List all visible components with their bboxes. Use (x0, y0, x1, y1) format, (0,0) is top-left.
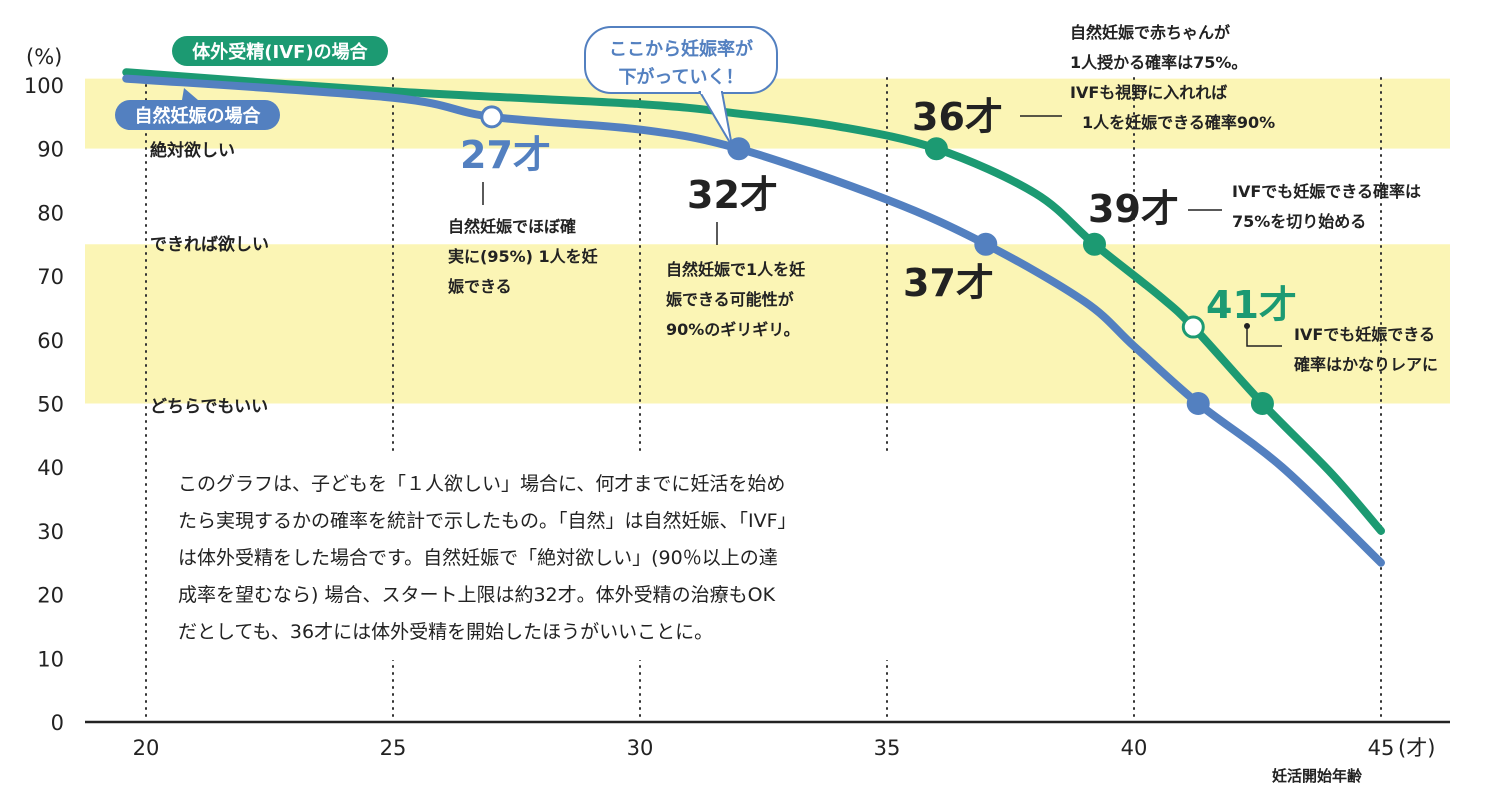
age-label: 32才 (687, 173, 778, 217)
y-tick-label: 0 (51, 711, 64, 735)
data-point-marker (1186, 392, 1210, 415)
description-text: このグラフは、子どもを「１人欲しい」場合に、何才までに妊活を始め (178, 473, 785, 495)
x-unit: (才) (1398, 736, 1435, 760)
y-tick-label: 60 (37, 329, 64, 353)
x-tick-label: 30 (627, 736, 654, 760)
y-tick-label: 10 (37, 647, 64, 671)
annotation-text: 1人を妊娠できる確率90% (1082, 113, 1275, 132)
band-label: 絶対欲しい (150, 140, 235, 161)
annotation-text: IVFでも妊娠できる確率は (1232, 182, 1421, 201)
y-tick-label: 30 (37, 520, 64, 544)
legend-label: 体外受精(IVF)の場合 (192, 41, 368, 63)
y-tick-label: 80 (37, 201, 64, 225)
data-point-marker (727, 137, 751, 161)
x-axis-label: 妊活開始年齢 (1272, 767, 1363, 785)
legend-ivf: 体外受精(IVF)の場合 (172, 36, 388, 66)
description-box (160, 455, 920, 660)
leader-line (1246, 326, 1282, 347)
data-point-marker (1082, 232, 1106, 256)
band-label: できれば欲しい (150, 234, 269, 255)
callout-text: ここから妊娠率が (609, 38, 753, 60)
legend-pointer (182, 88, 198, 100)
description-text: たら実現するかの確率を統計で示したもの。「自然」は自然妊娠、「IVF」 (178, 510, 797, 532)
data-point-marker (974, 232, 998, 256)
legend-label: 自然妊娠の場合 (135, 105, 262, 127)
x-tick-label: 45 (1368, 736, 1395, 760)
legend-pill (172, 36, 388, 66)
x-tick-label: 35 (874, 736, 901, 760)
band-label: どちらでもいい (150, 397, 268, 417)
data-point-marker (1181, 315, 1205, 339)
annotation-text: 自然妊娠でほぼ確 (448, 217, 576, 236)
age-label: 39才 (1088, 187, 1179, 231)
x-tick-label: 20 (133, 736, 160, 760)
data-point-marker (1250, 392, 1274, 415)
annotation-text: 実に(95%) 1人を妊 (448, 247, 598, 266)
annotation-text: 75%を切り始める (1232, 212, 1366, 231)
y-tick-label: 100 (24, 74, 64, 98)
age-label: 36才 (912, 95, 1003, 139)
description-text: は体外受精をした場合です。自然妊娠で「絶対欲しい」(90％以上の達 (178, 547, 778, 569)
y-tick-label: 50 (37, 393, 64, 417)
legend-natural: 自然妊娠の場合 (115, 88, 280, 130)
band-1 (85, 148, 1450, 245)
annotation-text: 1人授かる確率は75%。 (1070, 53, 1247, 72)
y-unit: (%) (26, 45, 62, 69)
description-text: 成率を望むなら) 場合、スタート上限は約32才。体外受精の治療もOK (178, 584, 776, 606)
callout-text: 下がっていく！ (618, 66, 743, 88)
y-tick-label: 40 (37, 456, 64, 480)
callout-mask (701, 88, 721, 94)
annotation-text: IVFでも妊娠できる (1294, 325, 1435, 344)
age-label: 41才 (1206, 283, 1297, 327)
x-tick-label: 25 (380, 736, 407, 760)
data-point-marker (924, 137, 948, 161)
ivf-series-line (122, 68, 1385, 535)
data-point-marker (480, 105, 504, 129)
annotation-text: 確率はかなりレアに (1294, 355, 1438, 374)
annotation-text: 90%のギリギリ。 (666, 320, 800, 339)
annotation-text: 自然妊娠で1人を妊 (666, 260, 805, 279)
legend-pill (115, 100, 280, 130)
y-tick-label: 70 (37, 265, 64, 289)
leader-dot (1244, 323, 1250, 329)
annotation-text: 娠できる可能性が (666, 290, 794, 309)
description-text: だとしても、36才には体外受精を開始したほうがいいことに。 (178, 621, 713, 643)
age-label: 37才 (903, 261, 994, 305)
band-2 (85, 244, 1450, 404)
age-label: 27才 (460, 133, 551, 177)
annotation-text: IVFも視野に入れれば (1070, 83, 1227, 102)
legend-pointer (287, 62, 303, 66)
x-tick-label: 40 (1121, 736, 1148, 760)
annotation-text: 自然妊娠で赤ちゃんが (1070, 23, 1230, 42)
y-tick-label: 20 (37, 584, 64, 608)
y-tick-label: 90 (37, 138, 64, 162)
callout-bubble (584, 26, 778, 94)
annotation-text: 娠できる (448, 277, 512, 296)
